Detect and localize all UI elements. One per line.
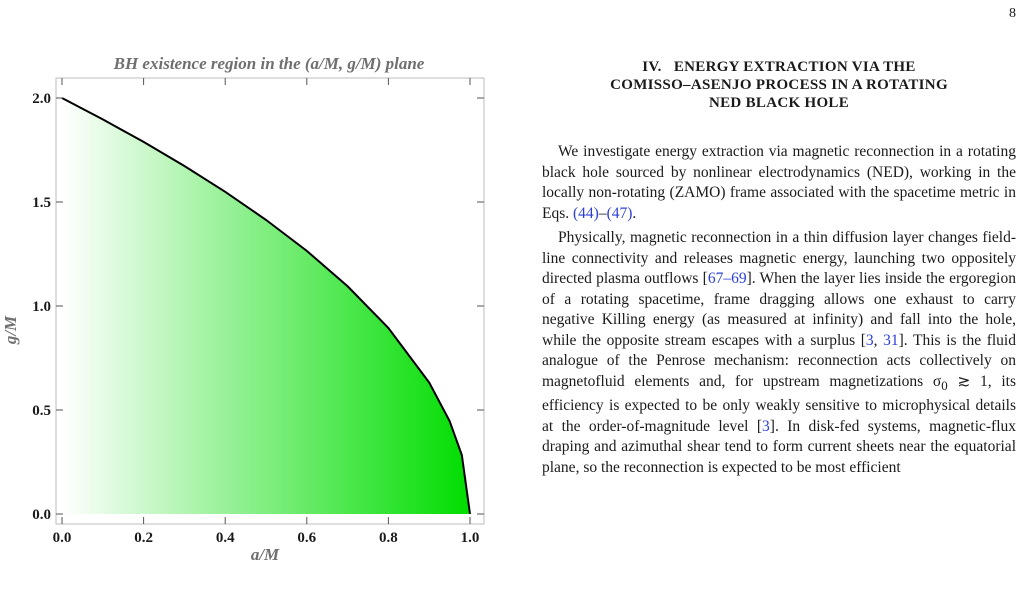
y-tick-label: 1.0 <box>32 299 51 315</box>
x-tick-label: 0.6 <box>297 530 316 546</box>
citation-3[interactable]: 3 <box>865 331 874 349</box>
y-axis-label: g/M <box>1 315 20 345</box>
eq-ref-47[interactable]: (47) <box>606 204 633 222</box>
paragraph-2: Physically, magnetic reconnection in a t… <box>542 228 1016 478</box>
heading-line-2: COMISSO–ASENJO PROCESS IN A ROTATING <box>610 77 948 93</box>
x-axis-label: a/M <box>251 545 280 564</box>
x-tick-label: 0.0 <box>53 530 72 546</box>
citation-3b[interactable]: 3 <box>762 417 770 435</box>
x-tick-label: 0.2 <box>134 530 153 546</box>
boundary-curve <box>61 97 471 515</box>
citation-67-69[interactable]: 67–69 <box>707 270 747 287</box>
section-iv: IV. ENERGY EXTRACTION VIA THE COMISSO–AS… <box>542 58 1016 482</box>
p2-text-e: ≳ 1, its efficiency is expected to be on… <box>542 372 1016 435</box>
existence-region-fill <box>62 98 470 514</box>
heading-line-3: NED BLACK HOLE <box>708 95 850 111</box>
page-number: 8 <box>1009 6 1016 21</box>
section-heading: IV. ENERGY EXTRACTION VIA THE COMISSO–AS… <box>542 58 1016 112</box>
y-tick-label: 0.0 <box>32 507 51 523</box>
p1-end: . <box>632 204 637 222</box>
heading-line-1: IV. ENERGY EXTRACTION VIA THE <box>642 59 916 75</box>
p2-text-b: ]. When the layer lies inside the ergore… <box>542 270 1016 349</box>
y-tick-label: 2.0 <box>32 91 51 107</box>
x-tick-label: 0.8 <box>379 530 398 546</box>
p2-text-f: ]. In disk-fed systems, magnetic-flux dr… <box>542 417 1017 476</box>
p2-text-a: Physically, magnetic reconnection in a t… <box>542 229 1016 287</box>
chart: 0.0 0.2 0.4 0.6 0.8 1.0 0.0 0.5 1.0 1.5 2.0 a/M g/… <box>1 77 485 564</box>
eq-ref-44[interactable]: (44) <box>573 204 599 222</box>
y-tick-label: 0.5 <box>32 403 51 419</box>
p2-comma: , <box>873 331 884 349</box>
p1-dash: – <box>598 204 607 222</box>
p1-text: We investigate energy extraction via mag… <box>542 143 1016 222</box>
p2-text-d: ]. This is the fluid analogue of the Pen… <box>542 331 1016 390</box>
plot-frame <box>55 77 485 525</box>
sigma-subscript: 0 <box>941 377 948 393</box>
citation-31[interactable]: 31 <box>883 331 899 349</box>
paragraph-1: We investigate energy extraction via mag… <box>542 142 1016 224</box>
x-tick-label: 1.0 <box>461 530 480 546</box>
figure-title: BH existence region in the (a/M, g/M) pl… <box>113 54 425 73</box>
figure: BH existence region in the (a/M, g/M) pl… <box>0 52 500 596</box>
x-tick-label: 0.4 <box>216 530 235 546</box>
y-tick-label: 1.5 <box>32 195 51 211</box>
